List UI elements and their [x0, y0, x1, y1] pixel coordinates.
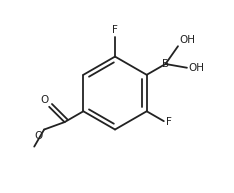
Text: OH: OH	[188, 63, 204, 73]
Text: B: B	[162, 59, 169, 69]
Text: F: F	[112, 25, 118, 35]
Text: F: F	[166, 117, 172, 127]
Text: O: O	[35, 130, 43, 141]
Text: OH: OH	[179, 35, 195, 45]
Text: O: O	[40, 95, 48, 105]
